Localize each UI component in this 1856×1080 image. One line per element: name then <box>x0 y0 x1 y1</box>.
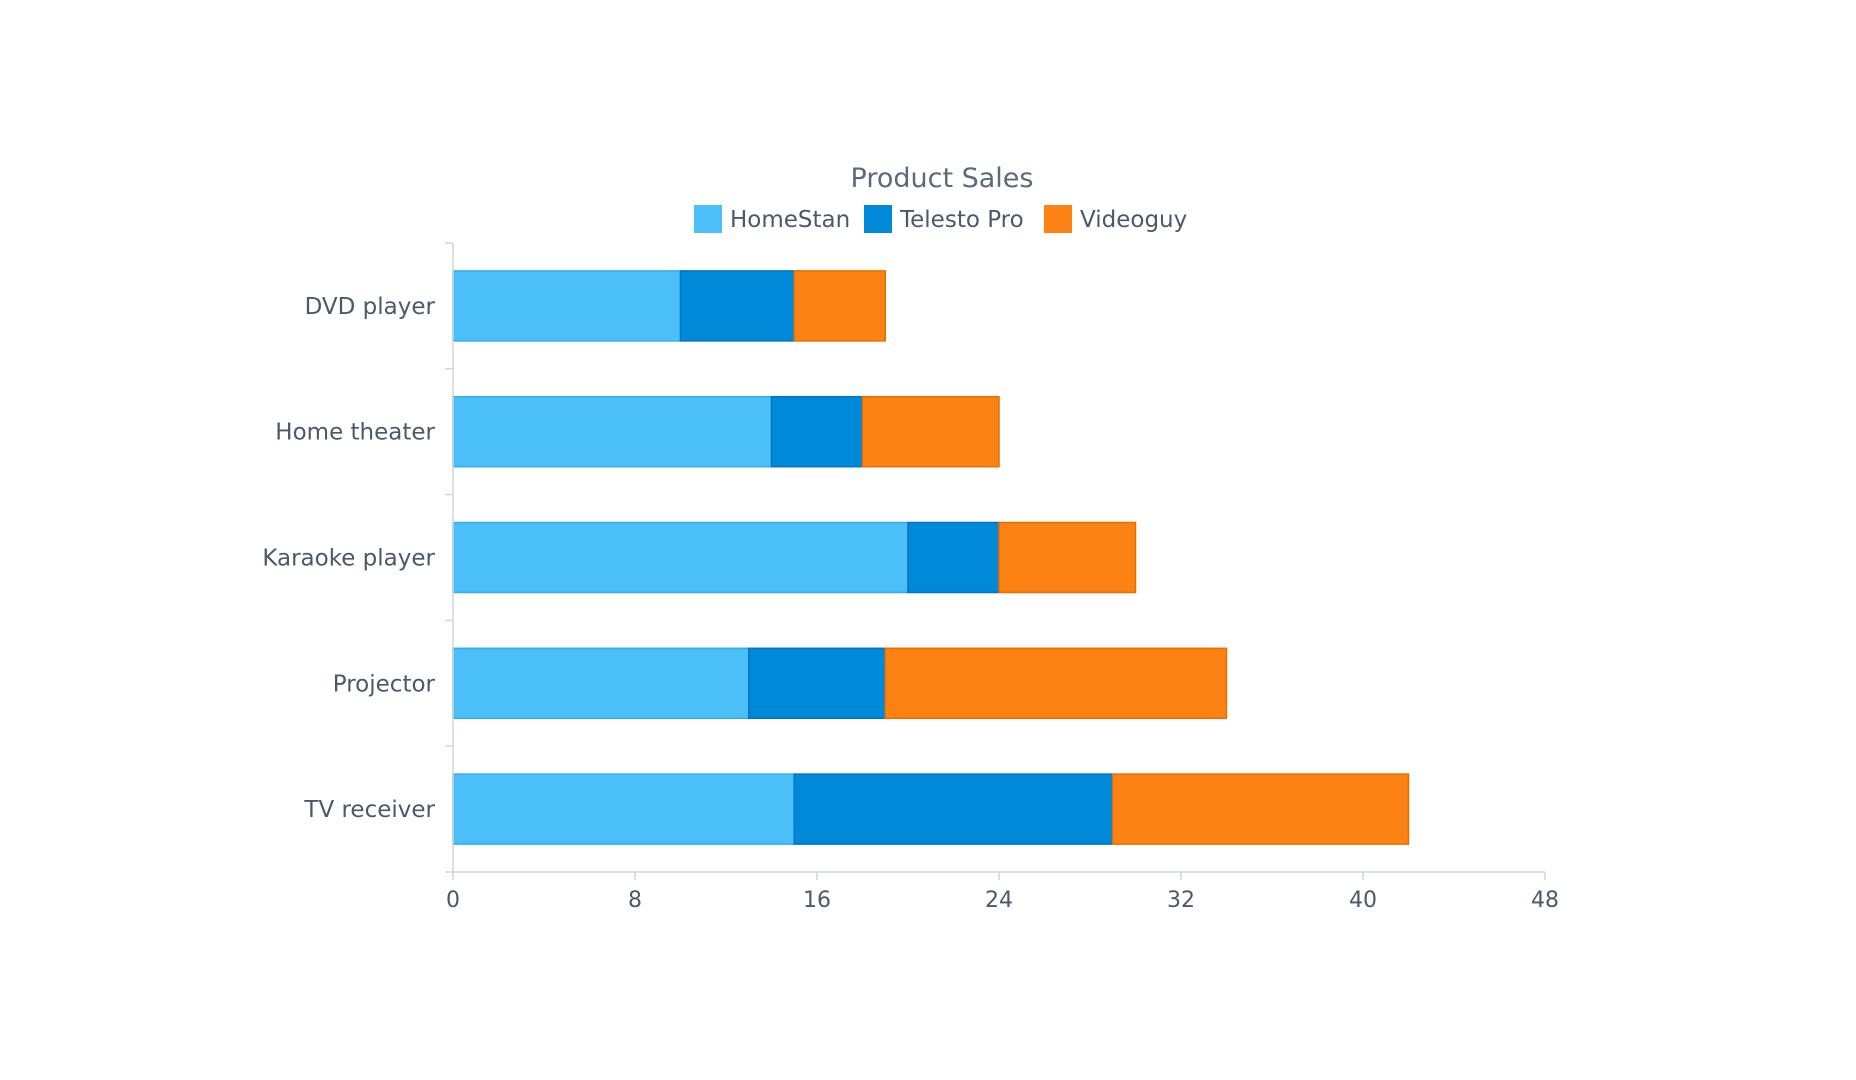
bar-dvd-player-telesto-pro[interactable] <box>679 270 795 342</box>
bar-tv-receiver-homestan[interactable] <box>452 773 795 845</box>
bar-tv-receiver-videoguy[interactable] <box>1112 773 1410 845</box>
x-tick-label-16: 16 <box>803 888 831 913</box>
x-tick-label-48: 48 <box>1531 888 1559 913</box>
legend-swatch-telesto-pro <box>864 205 892 233</box>
category-label-karaoke-player: Karaoke player <box>262 546 435 572</box>
bar-projector-videoguy[interactable] <box>884 647 1228 720</box>
bar-projector-telesto-pro[interactable] <box>748 647 886 720</box>
legend-label-homestan: HomeStan <box>730 207 850 233</box>
x-tick-label-24: 24 <box>985 888 1013 913</box>
bar-tv-receiver-telesto-pro[interactable] <box>793 773 1114 845</box>
bar-dvd-player-homestan[interactable] <box>452 270 682 342</box>
bar-karaoke-player-homestan[interactable] <box>452 521 909 594</box>
bar-karaoke-player-videoguy[interactable] <box>998 521 1137 594</box>
legend-label-telesto-pro: Telesto Pro <box>899 207 1024 233</box>
bar-home-theater-homestan[interactable] <box>452 395 773 468</box>
bar-home-theater-telesto-pro[interactable] <box>770 395 864 468</box>
category-label-dvd-player: DVD player <box>305 294 436 320</box>
legend-swatch-videoguy <box>1044 205 1072 233</box>
legend-label-videoguy: Videoguy <box>1080 207 1187 233</box>
x-tick-label-40: 40 <box>1349 888 1377 913</box>
x-axis: 0 8 16 24 32 40 48 <box>446 871 1559 913</box>
chart-title: Product Sales <box>851 163 1034 194</box>
category-label-home-theater: Home theater <box>275 420 435 446</box>
x-tick-label-0: 0 <box>446 888 460 913</box>
y-axis: DVD player Home theater Karaoke player Proj… <box>262 242 454 873</box>
x-tick-label-32: 32 <box>1167 888 1195 913</box>
legend: HomeStan Telesto Pro Videoguy <box>694 205 1187 233</box>
category-label-tv-receiver: TV receiver <box>303 797 435 823</box>
bars-group <box>452 270 1410 845</box>
x-tick-label-8: 8 <box>628 888 642 913</box>
bar-projector-homestan[interactable] <box>452 647 750 720</box>
bar-karaoke-player-telesto-pro[interactable] <box>907 521 1000 594</box>
legend-swatch-homestan <box>694 205 722 233</box>
bar-dvd-player-videoguy[interactable] <box>793 270 886 342</box>
bar-home-theater-videoguy[interactable] <box>861 395 1000 468</box>
category-label-projector: Projector <box>333 671 436 697</box>
